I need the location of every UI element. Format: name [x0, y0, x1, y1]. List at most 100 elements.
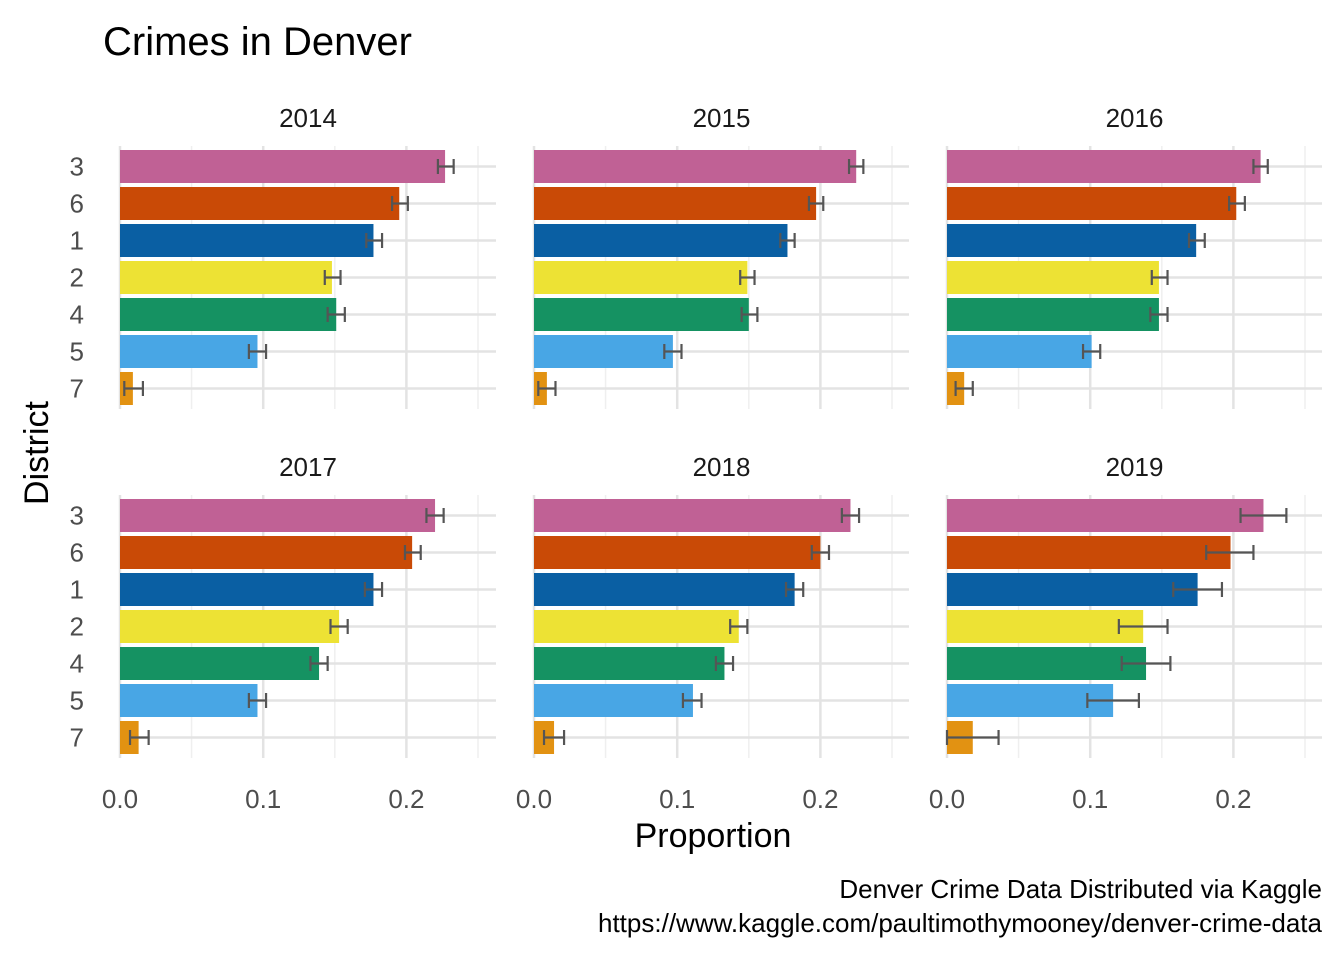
bar-district-5 — [120, 684, 258, 717]
y-tick-label: 7 — [70, 723, 84, 753]
facet-label: 2016 — [1106, 103, 1164, 133]
error-bar-district-7 — [537, 381, 557, 396]
panel-2016: 2016 — [945, 103, 1322, 409]
panel-2014: 2014 3 6 1 2 4 5 7 — [70, 103, 496, 409]
x-tick-label: 0.2 — [802, 784, 838, 814]
error-bar-district-4 — [1149, 307, 1169, 322]
panel-2015: 2015 — [532, 103, 909, 409]
panel-2018: 2018 0.0 0.1 0.2 — [516, 452, 909, 814]
y-tick-label: 1 — [70, 226, 84, 256]
bar-district-5 — [534, 335, 673, 368]
bar-district-6 — [120, 536, 413, 569]
bar-district-4 — [534, 647, 725, 680]
caption-url: https://www.kaggle.com/paultimothymooney… — [598, 908, 1323, 938]
error-bar-district-5 — [1086, 693, 1140, 708]
bar-district-3 — [947, 150, 1261, 183]
x-tick-label: 0.2 — [388, 784, 424, 814]
error-bar-district-6 — [1228, 196, 1246, 211]
error-bar-district-4 — [740, 307, 759, 322]
error-bar-district-3 — [1252, 159, 1269, 174]
bar-district-3 — [120, 150, 446, 183]
bar-district-6 — [120, 187, 400, 220]
facet-label: 2017 — [279, 452, 337, 482]
error-bar-district-6 — [810, 545, 831, 560]
error-bar-district-1 — [1172, 582, 1224, 597]
error-bar-district-1 — [365, 233, 384, 248]
bar-district-3 — [120, 499, 436, 532]
error-bar-district-2 — [1150, 270, 1169, 285]
error-bar-district-1 — [363, 582, 384, 597]
x-tick-label: 0.0 — [516, 784, 552, 814]
bar-district-6 — [947, 187, 1237, 220]
bar-district-2 — [947, 261, 1159, 294]
bar-district-1 — [534, 224, 788, 257]
y-tick-label: 7 — [70, 374, 84, 404]
error-bar-district-2 — [323, 270, 342, 285]
error-bar-district-5 — [663, 344, 683, 359]
bar-district-3 — [947, 499, 1264, 532]
error-bar-district-5 — [1081, 344, 1102, 359]
y-tick-label: 1 — [70, 575, 84, 605]
error-bar-district-7 — [542, 730, 566, 745]
bar-district-4 — [120, 647, 320, 680]
error-bar-district-7 — [954, 381, 974, 396]
error-bar-district-6 — [390, 196, 409, 211]
y-tick-label: 6 — [70, 189, 84, 219]
error-bar-district-3 — [1239, 508, 1288, 523]
bar-district-6 — [534, 187, 817, 220]
x-tick-label: 0.0 — [929, 784, 965, 814]
error-bar-district-2 — [1117, 619, 1169, 634]
error-bar-district-6 — [1205, 545, 1255, 560]
error-bar-district-7 — [123, 381, 145, 396]
error-bar-district-2 — [729, 619, 749, 634]
facet-label: 2019 — [1106, 452, 1164, 482]
error-bar-district-6 — [403, 545, 422, 560]
caption-source: Denver Crime Data Distributed via Kaggle — [839, 874, 1322, 904]
bar-district-4 — [947, 298, 1159, 331]
error-bar-district-7 — [945, 730, 1000, 745]
x-tick-label: 0.0 — [102, 784, 138, 814]
error-bar-district-5 — [681, 693, 703, 708]
bar-district-2 — [120, 610, 340, 643]
bar-district-6 — [947, 536, 1231, 569]
error-bar-district-4 — [1120, 656, 1172, 671]
bar-district-1 — [947, 224, 1197, 257]
error-bar-district-2 — [739, 270, 756, 285]
bar-district-5 — [947, 335, 1092, 368]
error-bar-district-4 — [326, 307, 346, 322]
error-bar-district-4 — [309, 656, 329, 671]
x-tick-label: 0.1 — [659, 784, 695, 814]
error-bar-district-1 — [1187, 233, 1206, 248]
error-bar-district-3 — [840, 508, 861, 523]
bar-district-1 — [534, 573, 795, 606]
error-bar-district-5 — [247, 344, 268, 359]
y-axis-title: District — [18, 401, 56, 505]
y-tick-label: 2 — [70, 263, 84, 293]
bar-district-1 — [120, 224, 374, 257]
y-tick-label: 4 — [70, 649, 84, 679]
bar-district-4 — [120, 298, 337, 331]
error-bar-district-3 — [425, 508, 445, 523]
bar-district-5 — [947, 684, 1114, 717]
x-tick-label: 0.2 — [1215, 784, 1251, 814]
chart-title: Crimes in Denver — [103, 20, 412, 64]
panel-2019: 2019 0.0 0.1 0.2 — [929, 452, 1322, 814]
bar-district-2 — [534, 610, 739, 643]
panel-2017: 2017 3 6 1 2 4 5 7 0.0 0.1 0.2 — [70, 452, 496, 814]
bar-district-3 — [534, 499, 851, 532]
bar-district-2 — [947, 610, 1144, 643]
error-bar-district-1 — [779, 233, 796, 248]
x-axis-title: Proportion — [635, 817, 792, 855]
y-tick-label: 3 — [70, 501, 84, 531]
error-bar-district-2 — [329, 619, 349, 634]
error-bar-district-6 — [807, 196, 825, 211]
x-tick-label: 0.1 — [1072, 784, 1108, 814]
bar-district-5 — [534, 684, 693, 717]
y-tick-label: 2 — [70, 612, 84, 642]
bar-district-6 — [534, 536, 821, 569]
y-tick-label: 4 — [70, 300, 84, 330]
y-tick-label: 3 — [70, 152, 84, 182]
y-tick-label: 5 — [70, 337, 84, 367]
